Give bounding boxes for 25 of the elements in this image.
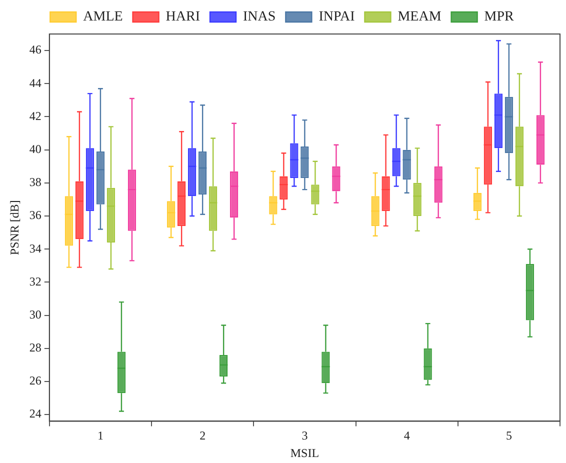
y-tick-label: 28 [29,340,42,355]
x-axis-title: MSIL [290,446,320,460]
legend-label: AMLE [83,10,123,25]
legend-label: INPAI [318,10,356,25]
y-tick-label: 24 [29,406,42,421]
y-tick-label: 38 [29,175,42,190]
legend-label: MPR [484,10,515,25]
legend-label: HARI [166,10,200,25]
y-tick-label: 34 [29,241,42,256]
y-tick-label: 32 [29,274,42,288]
legend-label: INAS [243,10,276,25]
y-tick-label: 40 [29,142,42,156]
x-tick-label: 5 [506,428,512,443]
x-tick-label: 3 [302,428,308,443]
x-tick-label: 2 [200,428,206,443]
y-tick-label: 30 [29,307,42,322]
y-tick-label: 42 [29,108,42,123]
y-tick-label: 46 [29,42,42,57]
legend-label: MEAM [398,10,442,25]
x-tick-label: 1 [97,428,104,443]
y-axis-title: PSNR [dB] [7,200,22,256]
y-tick-label: 26 [29,374,42,388]
x-tick-label: 4 [404,428,410,443]
y-tick-label: 44 [29,76,42,90]
y-tick-label: 36 [29,208,42,222]
